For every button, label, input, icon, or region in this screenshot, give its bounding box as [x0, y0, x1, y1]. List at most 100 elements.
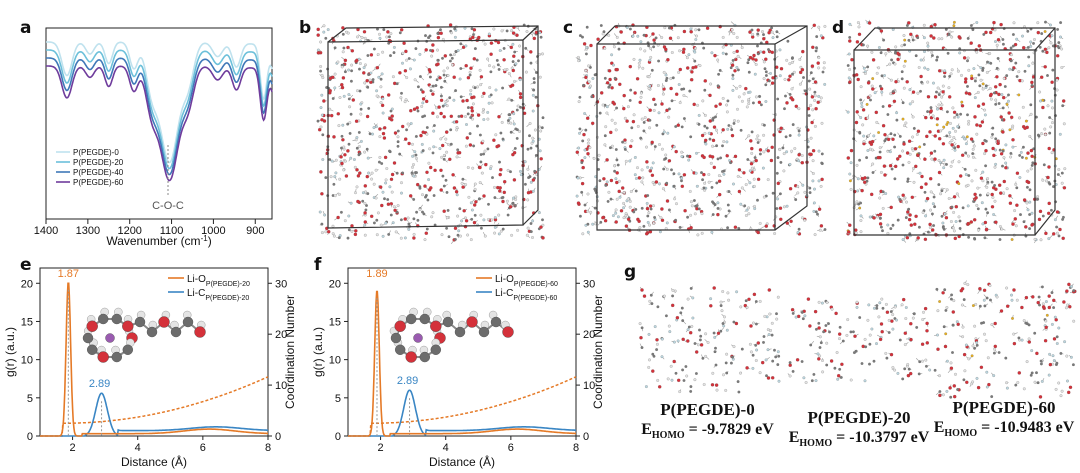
atom: [923, 66, 927, 70]
atom: [442, 69, 446, 73]
atom: [917, 225, 921, 229]
atom: [498, 172, 502, 177]
atom: [673, 197, 676, 201]
atom: [532, 88, 536, 92]
atom: [864, 345, 868, 349]
atom: [363, 81, 367, 85]
atom: [615, 36, 619, 39]
atom: [708, 137, 712, 141]
atom: [1026, 29, 1030, 33]
atom: [953, 394, 957, 399]
atom: [953, 236, 958, 241]
atom: [979, 176, 984, 180]
atom: [583, 112, 587, 115]
atom: [770, 81, 775, 85]
atom: [1017, 336, 1021, 340]
atom: [863, 338, 867, 341]
atom: [365, 204, 368, 207]
atom-o: [394, 320, 406, 332]
atom: [441, 104, 445, 108]
atom: [625, 119, 629, 123]
atom: [677, 71, 680, 74]
atom: [340, 210, 343, 214]
atom: [983, 332, 986, 336]
atom: [970, 179, 974, 183]
atom: [716, 201, 720, 205]
atom: [401, 51, 405, 55]
atom: [665, 199, 670, 203]
atom: [372, 126, 376, 129]
atom: [689, 385, 693, 388]
atom: [847, 230, 851, 234]
atom: [930, 157, 934, 161]
atom: [714, 115, 717, 119]
atom: [796, 191, 800, 195]
atom: [390, 107, 394, 111]
atom: [341, 26, 345, 30]
homo-item-2: P(PEGDE)-60 EHOMO = -10.9483 eV: [930, 398, 1078, 444]
homo-name-2: P(PEGDE)-60: [952, 398, 1056, 417]
atom: [943, 212, 947, 216]
atom: [995, 66, 999, 70]
atom: [593, 187, 597, 191]
atom: [926, 44, 930, 48]
atom: [419, 88, 423, 92]
atom: [453, 237, 457, 241]
li-o-curve: [40, 282, 268, 437]
atom: [990, 323, 994, 326]
atom: [962, 298, 966, 302]
atom: [889, 227, 893, 231]
atom: [444, 130, 449, 134]
atom: [471, 35, 475, 40]
atom: [933, 205, 936, 209]
atom: [750, 166, 754, 170]
atom: [834, 311, 838, 316]
atom: [1070, 355, 1073, 359]
atom: [590, 95, 594, 99]
atom: [729, 66, 733, 70]
atom: [938, 393, 942, 398]
atom: [694, 171, 698, 175]
atom: [975, 376, 979, 380]
atom: [833, 366, 837, 370]
atom: [486, 117, 490, 121]
atom: [670, 99, 674, 103]
atom: [636, 217, 640, 222]
atom: [758, 94, 761, 98]
atom: [782, 169, 786, 173]
atom: [379, 101, 383, 104]
atom: [357, 57, 361, 61]
atom: [886, 223, 890, 227]
atom: [993, 28, 997, 32]
atom: [869, 147, 872, 151]
atom: [1022, 198, 1027, 202]
atom: [794, 198, 798, 202]
atom: [882, 38, 885, 42]
atom: [652, 38, 656, 42]
atom: [749, 324, 753, 328]
atom: [815, 35, 819, 39]
atom: [731, 88, 735, 92]
atom: [531, 189, 535, 193]
atom: [512, 112, 516, 116]
atom: [932, 81, 935, 85]
atom: [528, 134, 531, 138]
atom: [655, 338, 659, 342]
atom: [464, 44, 468, 48]
atom: [814, 327, 818, 331]
atom: [436, 62, 440, 66]
atom: [967, 91, 972, 96]
atom: [771, 36, 775, 40]
atom: [628, 159, 632, 163]
atom: [1024, 321, 1028, 325]
atom: [470, 106, 474, 110]
atom: [933, 95, 938, 99]
atom: [902, 34, 906, 37]
atom: [708, 119, 712, 123]
atom: [731, 73, 735, 77]
atom: [817, 179, 821, 183]
atom: [724, 52, 728, 56]
atom: [442, 115, 446, 119]
atom: [984, 148, 988, 153]
atom: [855, 40, 860, 44]
